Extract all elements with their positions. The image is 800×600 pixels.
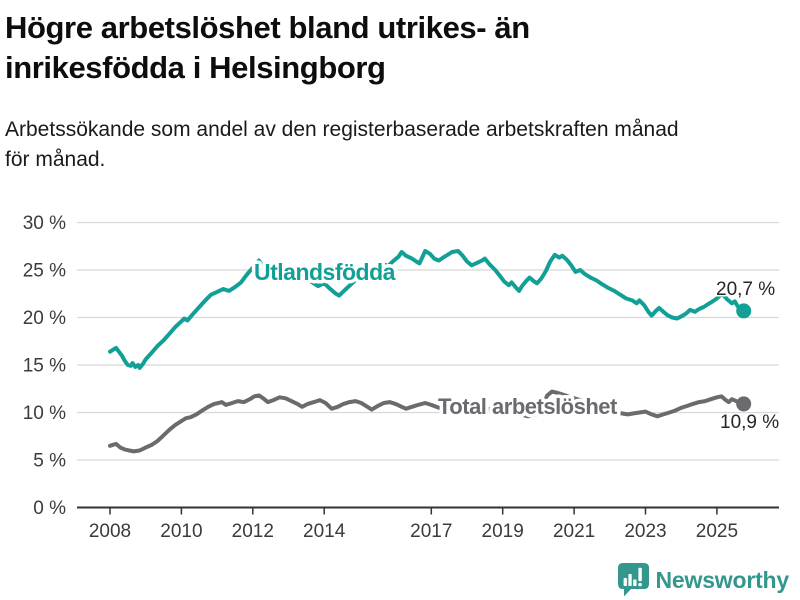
series-end-value: 20,7 % <box>716 279 775 300</box>
series-end-value: 10,9 % <box>720 412 779 433</box>
series-line-total <box>108 389 746 454</box>
y-tick-label: 0 % <box>33 498 66 519</box>
chart-header: Högre arbetslöshet bland utrikes- än inri… <box>5 8 792 175</box>
y-tick-label: 25 % <box>23 261 66 282</box>
x-tick-label: 2025 <box>696 521 738 542</box>
chart-title-line2: inrikesfödda i Helsingborg <box>5 50 386 85</box>
series-end-dot <box>736 396 752 412</box>
chart-title: Högre arbetslöshet bland utrikes- än inri… <box>5 8 792 88</box>
y-tick-label: 10 % <box>23 403 66 424</box>
chart-title-line1: Högre arbetslöshet bland utrikes- än <box>5 10 530 45</box>
x-tick-label: 2021 <box>553 521 595 542</box>
chart-subtitle: Arbetssökande som andel av den registerb… <box>5 115 792 175</box>
series-label: Total arbetslöshet <box>438 394 618 419</box>
x-tick-label: 2023 <box>624 521 666 542</box>
series-line-utlandsfodda <box>108 249 746 370</box>
x-tick-label: 2019 <box>482 521 524 542</box>
brand-logo: Newsworthy <box>617 563 790 597</box>
x-tick-label: 2012 <box>232 521 274 542</box>
x-tick-label: 2017 <box>410 521 452 542</box>
x-tick-label: 2008 <box>89 521 131 542</box>
chart-subtitle-line2: för månad. <box>5 148 106 171</box>
series-end-dot <box>736 303 752 319</box>
x-tick-label: 2010 <box>160 521 202 542</box>
y-tick-label: 30 % <box>23 213 66 234</box>
brand-wordmark: Newsworthy <box>655 566 790 593</box>
chart-subtitle-line1: Arbetssökande som andel av den registerb… <box>5 118 679 141</box>
newsworthy-logo-icon <box>617 563 649 597</box>
y-tick-label: 15 % <box>23 356 66 377</box>
y-tick-label: 5 % <box>33 451 66 472</box>
series-label: Utlandsfödda <box>254 259 396 285</box>
y-tick-label: 20 % <box>23 308 66 329</box>
x-tick-label: 2014 <box>303 521 346 542</box>
